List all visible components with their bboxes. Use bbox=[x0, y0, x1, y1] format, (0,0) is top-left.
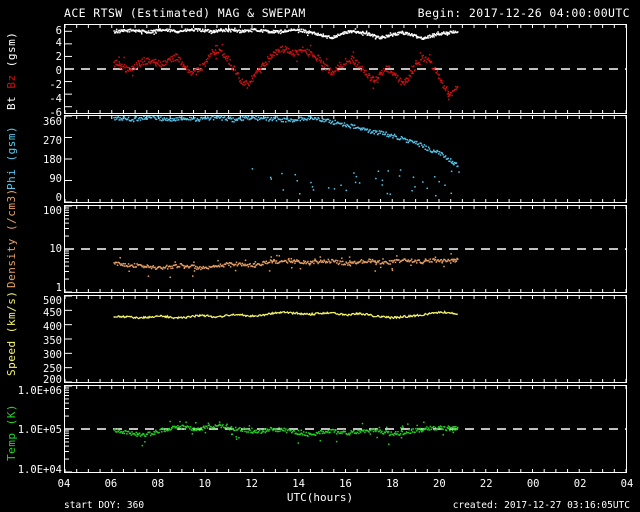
ytick: 270 bbox=[43, 135, 62, 147]
ytick: 300 bbox=[43, 349, 62, 361]
xaxis-tick-label: 22 bbox=[479, 478, 493, 490]
ytick: 1 bbox=[55, 282, 62, 294]
xaxis-tick-label: 06 bbox=[104, 478, 118, 490]
xaxis-tick-label: 04 bbox=[57, 478, 71, 490]
ytick: 1.0E+06 bbox=[17, 385, 62, 397]
axis-label-gsm: (gsm) bbox=[5, 31, 18, 68]
xaxis-tick-label: 02 bbox=[573, 478, 587, 490]
ytick: 500 bbox=[43, 295, 62, 307]
ytick: -2 bbox=[49, 79, 62, 91]
ytick: 360 bbox=[43, 116, 62, 128]
ytick: -6 bbox=[49, 107, 62, 119]
axis-label-bz: Bz bbox=[5, 67, 18, 89]
xaxis-tick-label: 08 bbox=[151, 478, 165, 490]
plot-area-speed bbox=[65, 296, 626, 382]
xaxis-tick-label: 20 bbox=[433, 478, 446, 490]
plot-area-density bbox=[65, 206, 626, 292]
series-bz bbox=[113, 43, 459, 101]
plot-area-temp bbox=[65, 386, 626, 472]
ytick: 250 bbox=[43, 363, 62, 375]
ytick: 0 bbox=[55, 65, 62, 77]
axis-label-density: Density (/cm3) bbox=[5, 188, 18, 288]
panel-speed bbox=[64, 295, 627, 383]
series-temp bbox=[113, 420, 459, 447]
panel-temp bbox=[64, 385, 627, 473]
series-density bbox=[113, 253, 459, 279]
plot-area-bt-bz bbox=[65, 25, 626, 113]
ytick: 4 bbox=[55, 37, 62, 49]
ytick: 6 bbox=[55, 25, 62, 37]
xaxis-tick-label: 12 bbox=[245, 478, 258, 490]
created-timestamp: created: 2017-12-27 03:16:05UTC bbox=[452, 500, 630, 511]
axis-label-bt-bz: Bt Bz (gsm) bbox=[5, 30, 18, 112]
ytick: 1.0E+04 bbox=[17, 464, 62, 476]
page-title: ACE RTSW (Estimated) MAG & SWEPAM bbox=[64, 6, 306, 20]
series-speed bbox=[113, 310, 459, 320]
xaxis-tick-label: 14 bbox=[292, 478, 305, 490]
plot-area-phi bbox=[65, 116, 626, 202]
ytick: 0 bbox=[55, 192, 62, 204]
ytick: -4 bbox=[49, 93, 62, 105]
series-bt bbox=[113, 27, 459, 41]
ytick: 350 bbox=[43, 335, 62, 347]
ytick: 450 bbox=[43, 307, 62, 319]
xaxis-tick-label: 00 bbox=[526, 478, 540, 490]
ytick: 200 bbox=[43, 374, 62, 386]
panel-density bbox=[64, 205, 627, 293]
ytick: 90 bbox=[49, 173, 62, 185]
xaxis-title: UTC(hours) bbox=[286, 491, 354, 504]
axis-label-temp: Temp (K) bbox=[5, 404, 18, 462]
xaxis-tick-label: 04 bbox=[620, 478, 634, 490]
xaxis-tick-label: 16 bbox=[339, 478, 352, 490]
start-doy-label: start DOY: 360 bbox=[64, 500, 145, 511]
xaxis-tick-label: 10 bbox=[198, 478, 212, 490]
axis-label-phi: Phi (gsm) bbox=[5, 125, 18, 191]
panel-bt-bz bbox=[64, 24, 627, 114]
xaxis-tick-labels: 04 06 08 10 12 14 16 18 20 22 00 02 04 bbox=[0, 478, 640, 492]
ytick: 2 bbox=[55, 51, 62, 63]
axis-label-speed: Speed (km/s) bbox=[5, 290, 18, 376]
series-phi bbox=[113, 116, 460, 197]
panel-phi bbox=[64, 115, 627, 203]
ytick: 1.0E+05 bbox=[17, 424, 62, 436]
ytick: 100 bbox=[43, 205, 62, 217]
ytick: 10 bbox=[49, 243, 62, 255]
axis-label-bt: Bt bbox=[5, 88, 18, 111]
ytick: 180 bbox=[43, 154, 62, 166]
begin-timestamp: Begin: 2017-12-26 04:00:00UTC bbox=[417, 6, 630, 20]
xaxis-tick-label: 18 bbox=[386, 478, 399, 490]
ytick: 400 bbox=[43, 321, 62, 333]
